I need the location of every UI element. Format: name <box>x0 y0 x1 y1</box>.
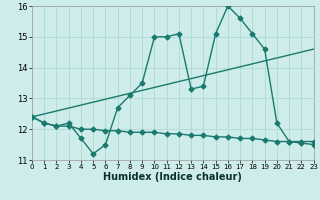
X-axis label: Humidex (Indice chaleur): Humidex (Indice chaleur) <box>103 172 242 182</box>
